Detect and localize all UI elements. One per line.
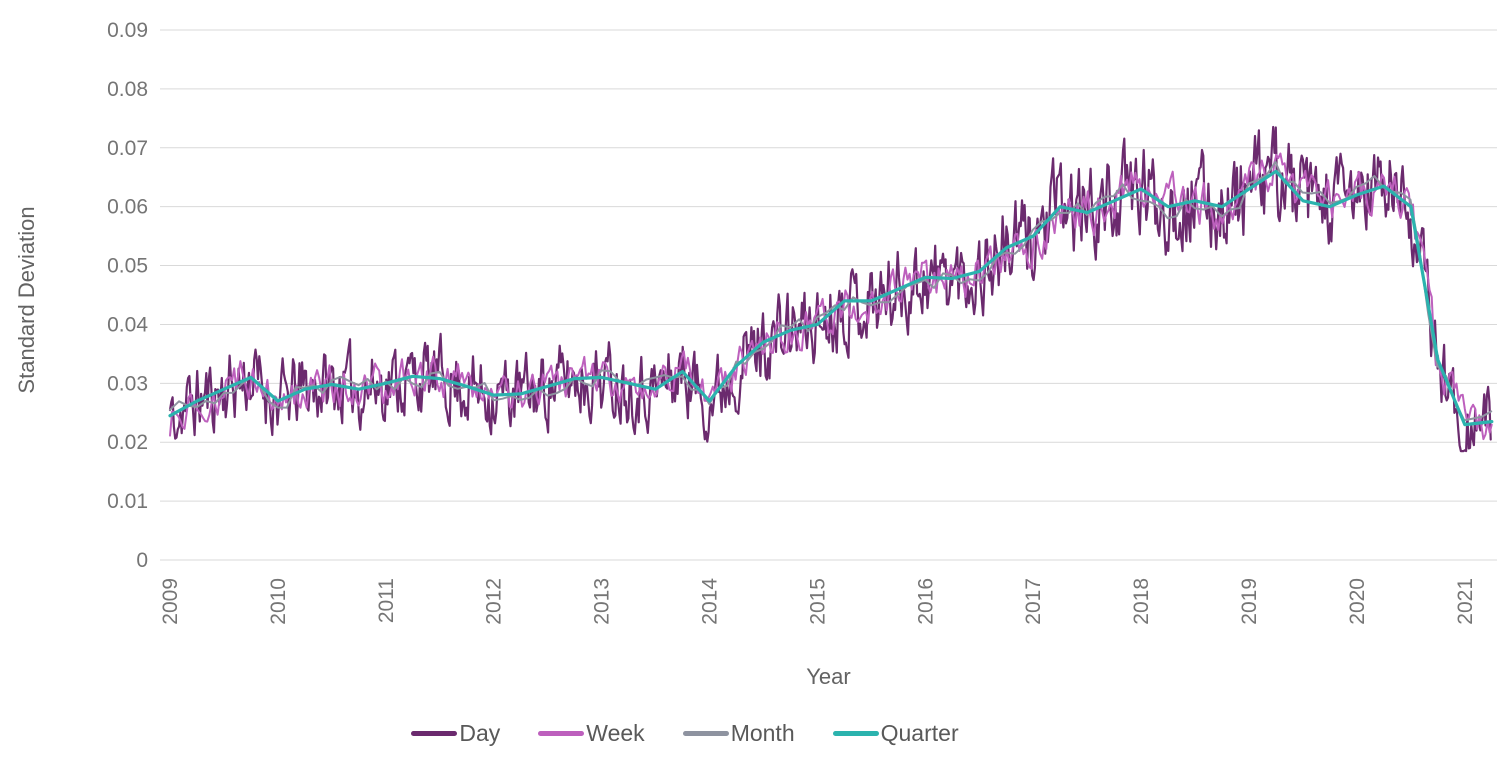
svg-text:2014: 2014 [699, 578, 722, 625]
legend-label-month: Month [730, 720, 795, 746]
legend-item-week: Week [538, 720, 645, 747]
legend-item-day: Day [411, 720, 500, 747]
svg-text:2013: 2013 [591, 578, 614, 625]
legend-swatch-month [682, 731, 729, 736]
legend-swatch-week [538, 731, 585, 736]
y-axis-title: Standard Deviation [14, 206, 39, 394]
legend-label-week: Week [586, 720, 645, 746]
svg-text:0.03: 0.03 [107, 372, 148, 395]
legend-item-quarter: Quarter [832, 720, 959, 747]
svg-text:2011: 2011 [375, 578, 398, 623]
svg-text:2012: 2012 [483, 578, 506, 625]
svg-text:2020: 2020 [1346, 578, 1369, 625]
svg-text:0.08: 0.08 [107, 78, 148, 101]
svg-text:0.01: 0.01 [107, 490, 148, 513]
svg-text:2021: 2021 [1454, 578, 1477, 625]
svg-text:2018: 2018 [1130, 578, 1153, 625]
svg-text:2017: 2017 [1022, 578, 1045, 625]
svg-text:0.04: 0.04 [107, 313, 148, 336]
svg-text:2009: 2009 [159, 578, 182, 625]
legend-item-month: Month [682, 720, 795, 747]
svg-text:0.06: 0.06 [107, 196, 148, 219]
svg-text:2016: 2016 [914, 578, 937, 625]
svg-text:0.09: 0.09 [107, 19, 148, 42]
legend-swatch-day [411, 731, 458, 736]
svg-text:0.05: 0.05 [107, 255, 148, 278]
svg-text:0: 0 [136, 549, 148, 572]
svg-text:2010: 2010 [267, 578, 290, 625]
x-axis-title: Year [806, 664, 851, 689]
svg-text:0.07: 0.07 [107, 137, 148, 160]
legend-label-day: Day [459, 720, 501, 746]
svg-text:2019: 2019 [1238, 578, 1261, 625]
legend: Day Week Month Quarter [0, 720, 1370, 747]
legend-label-quarter: Quarter [880, 720, 959, 746]
svg-text:0.02: 0.02 [107, 431, 148, 454]
legend-swatch-quarter [832, 731, 879, 736]
svg-text:2015: 2015 [806, 578, 829, 625]
